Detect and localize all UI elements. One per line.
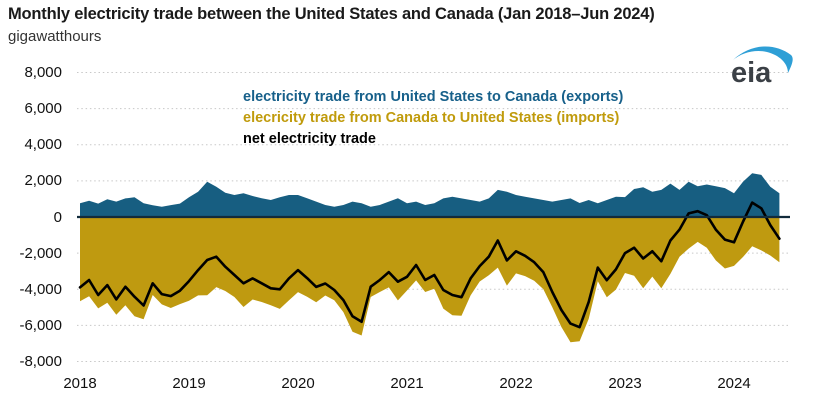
x-tick-label: 2020 <box>281 375 315 392</box>
net-trade-line <box>78 201 781 329</box>
y-tick-label: 6,000 <box>24 100 62 118</box>
y-tick-label: -8,000 <box>19 353 62 370</box>
x-tick-label: 2019 <box>172 375 206 392</box>
legend-item-exports: electricity trade from United States to … <box>243 89 624 105</box>
y-tick-label: 0 <box>53 208 62 226</box>
eia-logo: eia <box>730 42 796 90</box>
y-tick-label: -4,000 <box>19 280 62 298</box>
eia-logo-swoosh-icon <box>733 46 793 73</box>
x-tick-label: 2018 <box>63 375 97 392</box>
x-tick-label: 2021 <box>390 375 424 392</box>
eia-logo-text: eia <box>731 57 772 89</box>
chart-units-label: gigawatthours <box>8 28 102 45</box>
eia-logo-graphic: eia <box>731 46 793 89</box>
y-tick-label: -6,000 <box>19 316 62 334</box>
y-tick-label: 2,000 <box>24 172 62 190</box>
y-tick-label: 8,000 <box>24 64 62 81</box>
y-tick-label: 4,000 <box>24 136 62 154</box>
legend-item-net: net electricity trade <box>243 130 376 147</box>
x-tick-label: 2023 <box>608 375 642 392</box>
chart-title: Monthly electricity trade between the Un… <box>8 5 655 23</box>
x-tick-label: 2022 <box>499 375 533 392</box>
legend-item-imports: elecricity trade from Canada to United S… <box>243 109 620 126</box>
y-axis-labels: 8,000 6,000 4,000 2,000 0 -2,000 -4,000 -6,000 -… <box>0 0 62 402</box>
y-tick-label: -2,000 <box>19 244 62 262</box>
x-tick-label: 2024 <box>717 375 751 392</box>
exports-area <box>80 173 780 217</box>
imports-area <box>80 217 780 343</box>
chart-legend: electricity trade from United States to … <box>243 87 623 149</box>
